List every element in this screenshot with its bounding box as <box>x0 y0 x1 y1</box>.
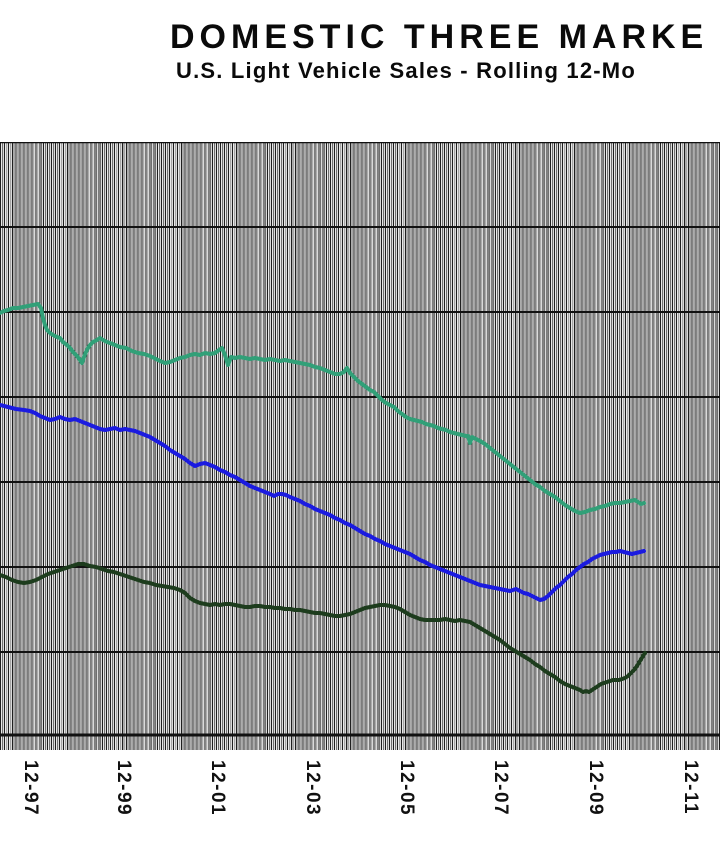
x-axis-tick-label: 12-99 <box>113 760 134 817</box>
x-axis-tick-label: 12-01 <box>207 760 228 817</box>
grid-and-series-svg <box>0 142 720 737</box>
x-axis-tick-label: 12-09 <box>585 760 606 817</box>
series-blue-middle <box>0 403 646 602</box>
series-darkgreen-bottom <box>0 562 647 694</box>
x-axis-tick-label: 12-03 <box>302 760 323 817</box>
chart-title: DOMESTIC THREE MARKE <box>170 18 709 56</box>
plot-area <box>0 142 720 750</box>
x-axis-tick-label: 12-07 <box>490 760 511 817</box>
x-axis-tick-label: 12-97 <box>20 760 41 817</box>
chart-subtitle: U.S. Light Vehicle Sales - Rolling 12-Mo <box>176 58 636 83</box>
series-teal-top <box>0 302 646 515</box>
x-axis-tick-label: 12-05 <box>396 760 417 817</box>
x-axis-tick-label: 12-11 <box>680 760 701 816</box>
